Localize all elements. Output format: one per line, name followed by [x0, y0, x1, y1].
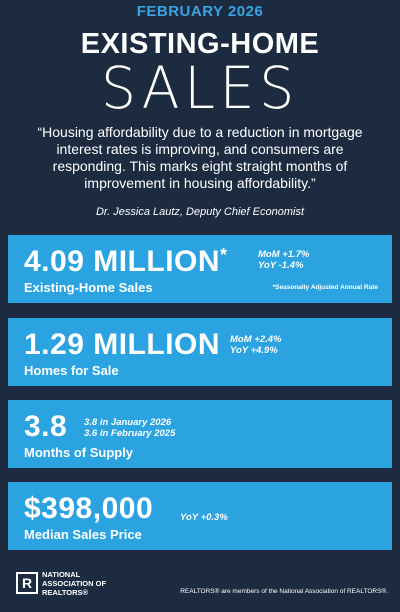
marker: *: [220, 245, 228, 265]
logo-line: ASSOCIATION OF: [42, 579, 107, 588]
notes: MoM +1.7% YoY -1.4%: [258, 249, 309, 271]
stat-value: 1.29 MILLION: [24, 328, 221, 361]
logo-line: NATIONAL: [42, 570, 81, 579]
date: FEBRUARY 2026: [136, 3, 264, 20]
attribution: Dr. Jessica Lautz, Deputy Chief Economis…: [95, 206, 305, 218]
stat-card: $398,000 YoY +0.3% Median Sales Price: [8, 482, 392, 550]
note: YoY -1.4%: [258, 260, 304, 271]
stat-label: Existing-Home Sales: [24, 280, 153, 295]
note: 3.8 in January 2026: [84, 417, 172, 428]
stat-value: 3.8: [24, 410, 68, 443]
logo-text: NATIONAL ASSOCIATION OF REALTORS®: [42, 570, 106, 597]
stat-label: Median Sales Price: [24, 527, 142, 542]
stat-value: 4.09 MILLION*: [24, 245, 228, 278]
quote: “Housing affordability due to a reductio…: [37, 124, 363, 191]
note: YoY +0.3%: [180, 512, 228, 523]
logo-line: REALTORS®: [42, 588, 89, 597]
stat-label: Homes for Sale: [24, 363, 119, 378]
stat-card: 1.29 MILLION MoM +2.4% YoY +4.9% Homes for …: [8, 318, 392, 386]
notes: 3.8 in January 2026 3.6 in February 2025: [84, 417, 175, 439]
notes: MoM +2.4% YoY +4.9%: [230, 334, 281, 356]
title: SALES: [101, 54, 299, 122]
note: 3.6 in February 2025: [84, 428, 176, 439]
note: MoM +1.7%: [258, 249, 310, 260]
notes: YoY +0.3%: [180, 512, 228, 523]
stat-label: Months of Supply: [24, 445, 134, 460]
stat-card: 4.09 MILLION* MoM +1.7% YoY -1.4% *Seasonal…: [8, 235, 392, 303]
stat-card: 3.8 3.8 in January 2026 3.6 in February 20…: [8, 400, 392, 468]
stat-value: $398,000: [24, 492, 154, 525]
note: MoM +2.4%: [230, 334, 282, 345]
footnote: *Seasonally Adjusted Annual Rate: [272, 284, 378, 291]
logo: R: [16, 572, 38, 594]
note: YoY +4.9%: [230, 345, 278, 356]
title: EXISTING-HOME: [80, 28, 320, 60]
disclaimer: REALTORS® are members of the National As…: [180, 588, 388, 595]
